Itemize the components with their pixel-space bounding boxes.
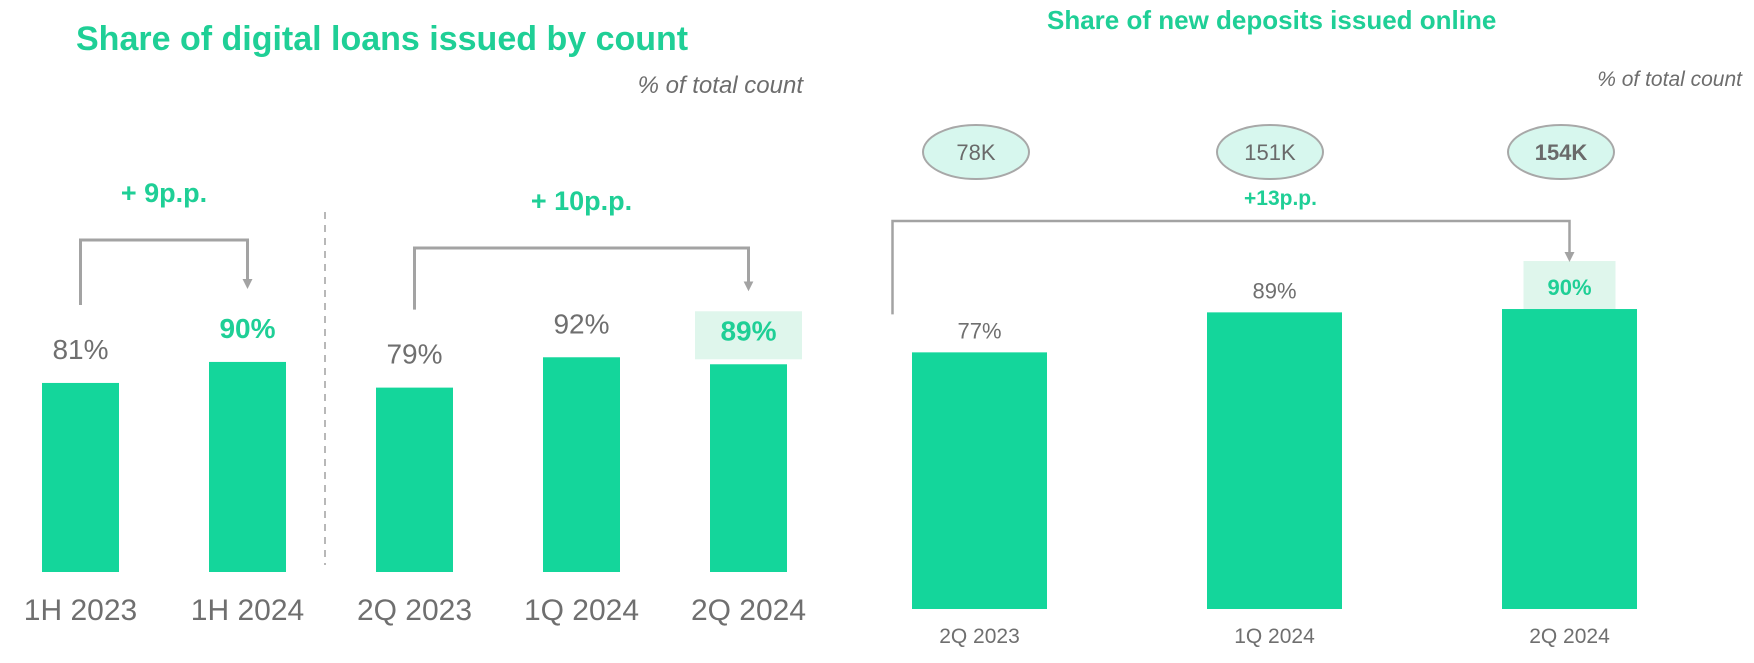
loans-change-label-1: + 10p.p. bbox=[531, 186, 632, 216]
deposits-chart-subtitle: % of total count bbox=[1597, 68, 1743, 91]
deposits-change-label: +13p.p. bbox=[1244, 187, 1317, 210]
loans-bar-1-1 bbox=[543, 357, 620, 572]
deposits-value-label-2: 90% bbox=[1547, 275, 1591, 300]
loans-value-label-1-0: 79% bbox=[386, 339, 442, 370]
loans-value-label-1-1: 92% bbox=[553, 308, 609, 339]
deposits-category-label-1: 1Q 2024 bbox=[1234, 625, 1315, 648]
deposits-category-label-0: 2Q 2023 bbox=[939, 625, 1020, 648]
deposits-count-label-1: 151K bbox=[1244, 140, 1296, 165]
deposits-value-label-1: 89% bbox=[1252, 278, 1296, 303]
loans-category-label-1-1: 1Q 2024 bbox=[524, 594, 639, 627]
loans-change-arrow-0 bbox=[79, 238, 253, 305]
loans-change-label-0: + 9p.p. bbox=[121, 178, 207, 208]
loans-bar-0-0 bbox=[42, 382, 119, 572]
loans-value-label-1-2: 89% bbox=[720, 315, 776, 346]
deposits-bar-2 bbox=[1502, 309, 1637, 609]
loans-bar-1-2 bbox=[710, 364, 787, 572]
deposits-count-label-2: 154K bbox=[1535, 140, 1588, 165]
deposits-value-label-0: 77% bbox=[957, 318, 1001, 343]
loans-category-label-1-2: 2Q 2024 bbox=[691, 594, 806, 627]
deposits-count-bubble-2 bbox=[1507, 124, 1615, 180]
loans-category-label-0-0: 1H 2023 bbox=[24, 594, 137, 627]
deposits-value-highlight-2 bbox=[1523, 261, 1616, 310]
loans-change-arrow-1 bbox=[413, 246, 754, 310]
loans-chart-title: Share of digital loans issued by count bbox=[76, 20, 688, 58]
deposits-count-label-0: 78K bbox=[956, 140, 995, 165]
deposits-count-bubble-1 bbox=[1216, 124, 1324, 180]
loans-bar-1-0 bbox=[376, 387, 453, 572]
loans-category-label-0-1: 1H 2024 bbox=[191, 594, 304, 627]
loans-chart-subtitle: % of total count bbox=[638, 72, 805, 99]
loans-value-label-0-0: 81% bbox=[52, 334, 108, 365]
deposits-change-arrow bbox=[891, 219, 1575, 315]
deposits-category-label-2: 2Q 2024 bbox=[1529, 625, 1610, 648]
loans-value-highlight-1-2 bbox=[695, 311, 802, 360]
loans-category-label-1-0: 2Q 2023 bbox=[357, 594, 472, 627]
loans-value-label-0-1: 90% bbox=[219, 313, 275, 344]
deposits-count-bubble-0 bbox=[922, 124, 1030, 180]
loans-bar-0-1 bbox=[209, 361, 286, 572]
deposits-bar-0 bbox=[912, 352, 1047, 609]
deposits-bar-1 bbox=[1207, 312, 1342, 609]
chart-marks: 81% 1H 2023 90% 1H 2024 + 9p.p. 79% 2Q 2023 92%… bbox=[24, 124, 1637, 648]
deposits-chart-title: Share of new deposits issued online bbox=[1047, 5, 1496, 35]
